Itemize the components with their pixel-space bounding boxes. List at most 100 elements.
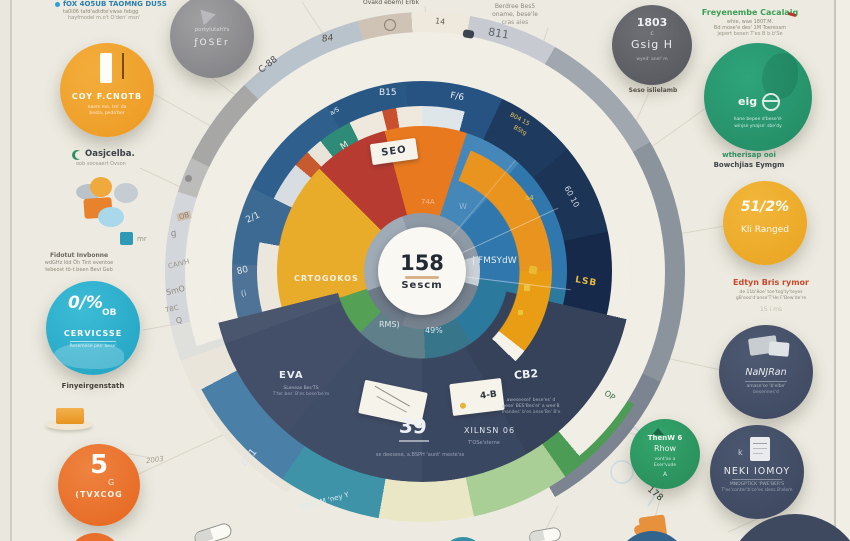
bubble-orange2-label: (TVXCOG: [75, 490, 123, 499]
top-right-note-line2: Bd mose'e des' 1M Toeressm: [713, 25, 787, 31]
bubble-dark-top-right: 1803 c Gsig H wyed' anel' m: [612, 5, 692, 85]
card-4b-label: 4-B: [479, 389, 498, 402]
center-value: 158: [400, 251, 444, 275]
partial-circle-teal: [441, 537, 485, 541]
left-block-line2: wdGHz löd Öh Tint eventoe: [44, 260, 114, 266]
crescent-icon: [72, 150, 83, 160]
bubble-cyan-sub: Resemese pes' bese': [69, 344, 117, 349]
red-note-line2: gB'eoo'd'anse'T'He F'Bew'de're: [735, 296, 807, 301]
green-bubble-caption1: wtherisap ooi: [722, 151, 776, 159]
globe-icon: [762, 93, 780, 111]
bubble-green-sub1: hane bepee d'bese'd-: [733, 117, 783, 122]
cyan-bubble-caption: Finyeirgenstath: [61, 382, 125, 390]
document-line: [753, 443, 767, 444]
globe-icon-line: [762, 100, 780, 102]
butter-block-icon: [56, 408, 84, 424]
partial-circle-orange: [67, 533, 123, 541]
blob-orange-small: [90, 177, 112, 197]
legend-label: mr: [137, 235, 147, 243]
k-mark: k: [738, 448, 743, 457]
green-bubble-caption2: Bowchjias Eymgm: [713, 161, 785, 169]
document-line: [753, 448, 767, 449]
bubble-cyan-value2: OB: [102, 308, 117, 318]
bubble-dark-sub: wyed' anel' m: [636, 57, 668, 62]
bubble-navy-right-top: NaNJRan amase'se 'b'elbe' besennes'd: [719, 325, 813, 419]
tick-line: [122, 53, 124, 79]
yellow-wedge-label: CRTOGOKOS: [294, 274, 359, 283]
yellow-marker: [528, 265, 538, 275]
a4-label: a4: [525, 194, 534, 202]
bubble-dark-label: Gsig H: [630, 38, 674, 51]
photo-icon: [768, 341, 790, 357]
ring-f6: F/6: [449, 90, 465, 104]
bubble-dark-mid: c: [650, 30, 654, 37]
band-line: se deesese, a.BSPH 'aunt' meste'ss: [375, 452, 465, 458]
ring-b15: B15: [379, 88, 397, 98]
bubble-gray-top-left: portylutahYs ƒOSEr: [170, 0, 254, 78]
continent-shadow: [762, 53, 798, 99]
faint-74a: 74A: [421, 198, 435, 206]
bubble-yellow-right: 51/2% Kli Ranged: [723, 181, 807, 265]
yellow-marker: [524, 285, 530, 291]
bubble-orange2-digit: 5: [89, 450, 109, 480]
bubble-green-right: eig hane bepee d'bese'd- winjse ynajse' …: [704, 43, 812, 151]
outer-84: 84: [321, 33, 335, 45]
bubble-green-bottom: ThenW 6 Rhow vont'av a Eser'vude A: [630, 419, 700, 489]
bubble-dark-value: 1803: [636, 16, 668, 29]
bubble-navy2-label: NEKI IOMOY: [723, 466, 791, 477]
divider: [70, 341, 116, 342]
bubble-yellow-value: 51/2%: [740, 199, 790, 215]
clock-icon: [384, 19, 396, 31]
bubble-navy-right-bottom: k NEKI IOMOY MNOGPTICK 'PWE'BER'S T'es'c…: [710, 425, 804, 519]
blob-blue: [98, 207, 124, 227]
gloss-swoosh: [54, 343, 124, 369]
bubble-greenb-title: ThenW 6: [647, 434, 683, 442]
band-xilnsn-sub: T'OSe'sterne: [468, 440, 500, 446]
top-mid-right-line2: oname, bese'le: [492, 11, 538, 18]
top-right-note-line3: jepert besen T'es B b.b'Se: [717, 31, 783, 37]
left-source-line: oob soceaert Ovson: [76, 161, 126, 167]
wheel-center: 158 Sescm: [378, 227, 466, 315]
top-left-note-title: fOX 4O5UB TAOMNG DU5S: [63, 0, 167, 8]
bubble-yellow-label: Kli Ranged: [740, 225, 789, 235]
bubble-gray-small: portylutahYs: [194, 27, 230, 33]
top-left-note-line2: hayfmodel m.o't O'den' msn': [68, 15, 141, 21]
dot-marker: [185, 175, 192, 182]
center-label: Sescm: [401, 280, 443, 291]
band-xilnsn: XILNSN 06: [464, 426, 516, 435]
pill-half: [529, 530, 545, 541]
left-margin-line: [10, 0, 12, 541]
bubble-orange-bottom-left: 5 G (TVXCOG: [58, 444, 140, 526]
band-eva-sub1: SLeneas Bes'TS: [283, 386, 319, 391]
blob-gray2: [114, 183, 138, 203]
divider: [732, 479, 782, 480]
bubble-greenb-label: Rhow: [653, 444, 677, 453]
band-eva-sub2: T'ter bes' B'es bese'be'm: [272, 392, 330, 397]
rms-label: RMS): [379, 320, 400, 329]
band-cb2: CB2: [513, 366, 539, 383]
bubble-orange-sub1: naem me, tre' da: [87, 105, 127, 110]
band-cb2-sub1: aweseesel' bese'es' d: [506, 398, 556, 403]
red-note-title: Edtyn Bris rymor: [733, 278, 809, 287]
top-center-note: Ovakd ebem) Erbk: [363, 0, 419, 6]
pct49-label: 49%: [425, 326, 443, 335]
red-note-line1: de 11b'8oe' toe'tog'ty'teyes: [739, 290, 803, 295]
document-line: [753, 453, 763, 454]
tree-icon: [652, 428, 664, 435]
bubble-navy2-sub2: T'es'conter'b'ce'es sless B'elem: [721, 488, 793, 493]
yellow-dot: [459, 402, 467, 410]
outer-14-sketch: 14: [434, 16, 446, 27]
bubble-gray-value: ƒOSEr: [194, 38, 230, 48]
left-source-title: Oasjcelba.: [85, 149, 135, 159]
note-card-4b: 4-B: [449, 377, 505, 417]
band-39: 39: [398, 413, 428, 439]
bubble-cyan-value: 0/%: [68, 293, 104, 313]
camera-icon: [462, 29, 475, 39]
left-margin-strip: [0, 0, 10, 541]
faint-w: W: [459, 202, 467, 211]
bubble-navy1-sub2: besennes'd: [753, 390, 779, 395]
gray-bubble-caption: Seso islielamb: [628, 87, 678, 94]
band-eva: EVA: [279, 370, 304, 381]
bubble-orange-top-left: COY F.CNOTB naem me, tre' da besta, peda…: [60, 43, 154, 137]
